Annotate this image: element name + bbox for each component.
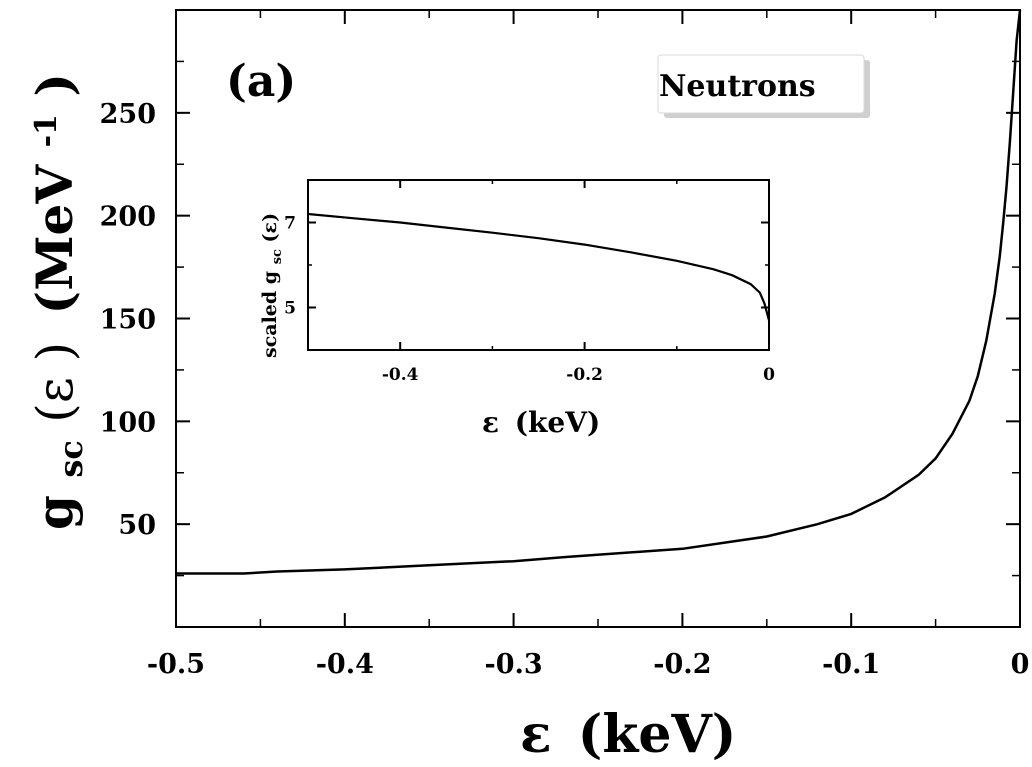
inset-ylabel-sub: sc [270,249,285,264]
y-tick-label: 50 [118,510,156,541]
panel-label: (a) [226,56,296,107]
main-ylabel-sub: sc [52,440,90,478]
main-ylabel-unit-close: ) [25,73,84,97]
y-tick-label: 150 [100,305,156,336]
x-tick-label: -0.1 [822,649,880,680]
x-tick-label: 0 [763,365,775,385]
main-xlabel: ε (keV) [520,704,736,765]
y-tick-label: 200 [100,202,156,233]
main-series-line [176,9,1022,575]
x-tick-label: -0.3 [485,649,543,680]
legend-label: Neutrons [659,69,816,104]
y-tick-label: 100 [100,407,156,438]
inset-xlabel-symbol: ε [482,406,499,439]
main-ylabel-arg: (ε ) [26,342,84,423]
inset-ylabel: scaled g sc (ε) [259,213,286,358]
inset-ylabel-prefix: scaled g [259,271,281,358]
main-ylabel: g sc (ε ) (MeV -1 ) [9,73,94,530]
inset-tick-labels: -0.4 -0.2 0 5 7 [284,214,775,386]
x-tick-label: 0 [1011,649,1030,680]
main-ylabel-unit-sup: -1 [29,114,64,147]
inset-xlabel: ε (keV) [482,406,600,439]
inset-ylabel-arg: (ε) [259,213,281,243]
y-tick-label: 7 [284,214,296,234]
main-xlabel-unit: (keV) [578,704,737,765]
main-ylabel-unit: (MeV [25,164,84,315]
inset-ticks [307,179,770,351]
main-xlabel-symbol: ε [520,704,552,765]
x-tick-label: -0.2 [653,649,711,680]
y-tick-label: 250 [100,99,156,130]
inset-xlabel-unit: (keV) [515,406,600,439]
inset-series-line [307,212,771,321]
x-tick-label: -0.5 [147,649,205,680]
y-tick-label: 5 [284,299,296,319]
main-ylabel-g: g [25,495,84,530]
x-tick-label: -0.4 [316,649,374,680]
legend-box: Neutrons [657,54,870,118]
x-tick-label: -0.2 [566,365,603,385]
x-tick-label: -0.4 [382,365,419,385]
